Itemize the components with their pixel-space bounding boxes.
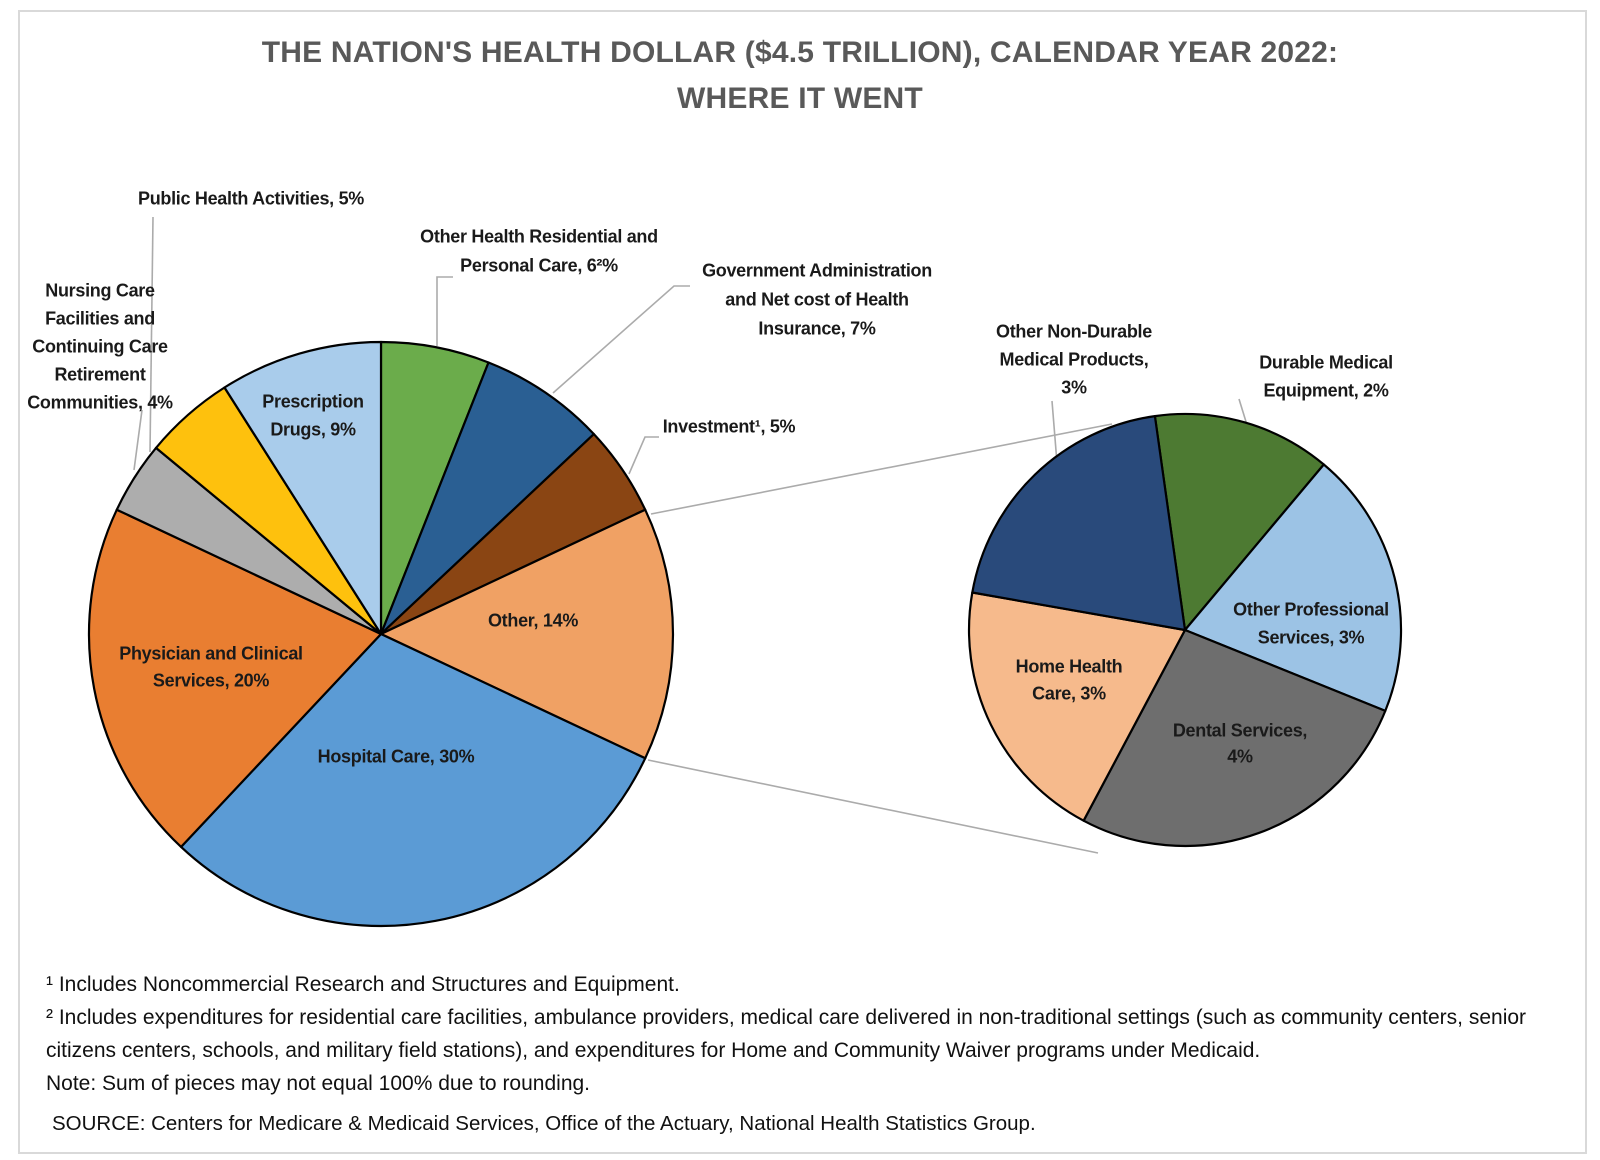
chart-label-equipment-2: Equipment, 2% — [1263, 380, 1389, 401]
footnote-1: ¹ Includes Noncommercial Research and St… — [46, 973, 680, 996]
chart-title: THE NATION'S HEALTH DOLLAR ($4.5 TRILLIO… — [0, 30, 1600, 122]
main-pie-slice-hospital-care — [180, 632, 647, 928]
main-pie-slice-prescription-drugs — [223, 340, 383, 636]
chart-label-retirement: Retirement — [54, 364, 146, 385]
secondary-pie-slice-durable-medical-equipment — [1153, 412, 1325, 632]
chart-label-other-health-residential-and: Other Health Residential and — [420, 226, 658, 247]
chart-label-facilities-and: Facilities and — [45, 308, 155, 329]
non-durable-leader — [1051, 400, 1058, 464]
chart-label-government-administration: Government Administration — [702, 260, 932, 281]
main-pie-slice-physician-and-clinical-services — [87, 508, 383, 848]
chart-label-drugs-9: Drugs, 9% — [270, 419, 356, 440]
chart-label-physician-and-clinical: Physician and Clinical — [119, 643, 303, 664]
chart-label-4: 4% — [1227, 746, 1253, 767]
other-health-leader — [436, 276, 453, 346]
chart-label-nursing-care: Nursing Care — [45, 280, 155, 301]
chart-label-hospital-care-30: Hospital Care, 30% — [317, 746, 475, 767]
footnote-note: Note: Sum of pieces may not equal 100% d… — [46, 1072, 591, 1095]
footnotes-block: ¹ Includes Noncommercial Research and St… — [46, 968, 1572, 1100]
chart-label-continuing-care: Continuing Care — [32, 336, 168, 357]
main-pie-slice-other — [379, 508, 674, 760]
chart-label-services-3: Services, 3% — [1257, 627, 1365, 648]
chart-label-and-net-cost-of-health: and Net cost of Health — [725, 289, 909, 310]
chart-label-services-20: Services, 20% — [152, 670, 270, 691]
chart-title-line1: THE NATION'S HEALTH DOLLAR ($4.5 TRILLIO… — [261, 36, 1339, 69]
other-breakout-top-connector — [650, 423, 1113, 515]
chart-label-other-non-durable: Other Non-Durable — [996, 321, 1152, 342]
secondary-pie-slice-other-non-durable-medical-products — [971, 415, 1187, 632]
chart-label-other-14: Other, 14% — [487, 610, 579, 631]
secondary-pie-slice-other-professional-services — [1183, 463, 1403, 712]
chart-label-prescription: Prescription — [262, 391, 364, 412]
chart-label-medical-products: Medical Products, — [999, 349, 1149, 370]
chart-label-public-health-activities-5: Public Health Activities, 5% — [137, 188, 365, 209]
chart-label-durable-medical: Durable Medical — [1259, 352, 1393, 373]
investment-leader — [628, 436, 659, 475]
chart-label-dental-services: Dental Services, — [1172, 720, 1308, 741]
chart-label-care-3: Care, 3% — [1032, 683, 1106, 704]
chart-label-personal-care-6: Personal Care, 6²% — [460, 255, 618, 276]
chart-label-investment-5: Investment¹, 5% — [662, 416, 796, 437]
durable-leader — [1238, 398, 1248, 426]
chart-title-line2: WHERE IT WENT — [677, 82, 923, 115]
other-breakout-bottom-connector — [647, 759, 1099, 854]
chart-label-other-professional: Other Professional — [1233, 599, 1389, 620]
chart-label-communities-4: Communities, 4% — [27, 392, 173, 413]
public-health-leader — [149, 216, 154, 453]
secondary-pie-slice-dental-services — [1082, 628, 1387, 848]
source-line: SOURCE: Centers for Medicare & Medicaid … — [52, 1112, 1036, 1135]
chart-label-home-health: Home Health — [1015, 656, 1123, 677]
chart-label-insurance-7: Insurance, 7% — [758, 318, 876, 339]
chart-label-3: 3% — [1061, 377, 1087, 398]
nursing-care-leader — [133, 409, 143, 471]
footnote-2: ² Includes expenditures for residential … — [46, 1006, 1527, 1062]
secondary-pie-slice-home-health-care — [967, 591, 1187, 822]
govt-admin-leader — [552, 285, 690, 394]
main-pie-slice-government-administration-and-net-cost-of-health-insurance — [379, 361, 595, 636]
